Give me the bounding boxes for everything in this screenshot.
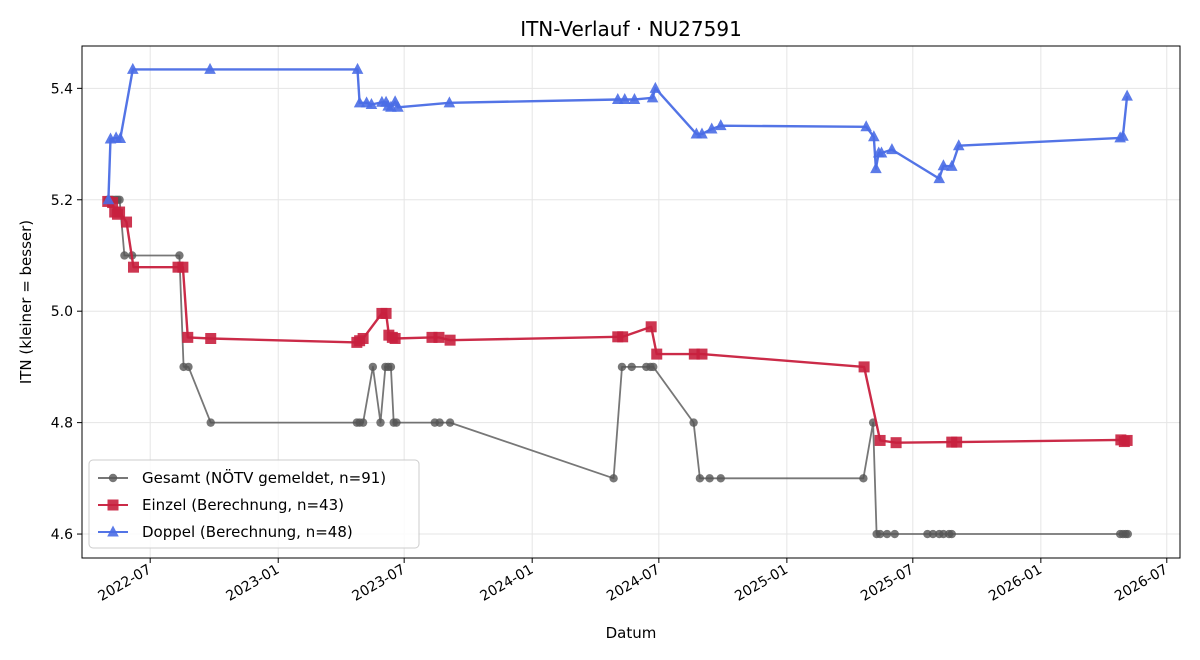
data-point-doppel — [714, 119, 727, 131]
data-point-gesamt — [627, 362, 636, 372]
y-tick-label: 4.6 — [51, 527, 73, 543]
data-point-einzel — [858, 361, 870, 373]
chart-title: ITN-Verlauf · NU27591 — [520, 17, 742, 41]
data-point-einzel — [380, 307, 392, 319]
data-point-gesamt — [368, 362, 378, 372]
grid — [82, 46, 1180, 558]
data-point-doppel — [952, 139, 965, 151]
data-point-doppel — [646, 91, 659, 103]
x-axis-label: Datum — [606, 624, 657, 642]
data-point-doppel — [443, 96, 456, 108]
data-point-einzel — [444, 334, 456, 346]
series-doppel — [102, 62, 1133, 205]
data-point-einzel — [121, 216, 133, 228]
series-layer — [102, 62, 1133, 539]
data-point-einzel — [874, 434, 886, 446]
data-point-einzel — [182, 331, 194, 343]
y-tick-label: 5.2 — [51, 193, 73, 209]
data-point-gesamt — [928, 529, 938, 539]
data-point-gesamt — [386, 362, 396, 372]
data-point-gesamt — [649, 362, 658, 372]
data-point-einzel — [177, 261, 189, 273]
legend-label-doppel: Doppel (Berechnung, n=48) — [142, 523, 353, 541]
data-point-doppel — [933, 172, 946, 184]
y-tick-label: 5.0 — [51, 304, 73, 320]
data-point-einzel — [645, 321, 657, 333]
data-point-doppel — [937, 159, 950, 171]
y-axis: 4.6 4.8 5.0 5.2 5.4 — [51, 81, 82, 543]
data-point-gesamt — [175, 251, 184, 260]
data-point-gesamt — [609, 474, 618, 483]
data-point-doppel — [945, 159, 958, 171]
data-point-einzel — [951, 436, 963, 448]
data-point-doppel — [886, 143, 898, 155]
data-point-gesamt — [882, 529, 892, 539]
data-point-gesamt — [716, 474, 725, 483]
data-point-gesamt — [1123, 529, 1133, 539]
data-point-gesamt — [875, 529, 885, 539]
data-point-einzel — [1121, 434, 1133, 446]
data-point-gesamt — [358, 418, 368, 427]
data-point-einzel — [357, 332, 369, 344]
data-point-doppel — [860, 120, 872, 132]
data-point-einzel — [205, 332, 217, 344]
plot-frame — [81, 45, 1181, 559]
legend-marker-gesamt — [108, 473, 118, 483]
data-point-gesamt — [859, 474, 868, 483]
data-point-einzel — [433, 331, 445, 343]
legend: Gesamt (NÖTV gemeldet, n=91) Einzel (Bere… — [88, 459, 420, 549]
data-point-doppel — [114, 131, 127, 143]
data-point-einzel — [389, 332, 401, 344]
data-point-gesamt — [206, 418, 215, 427]
data-point-doppel — [204, 62, 216, 74]
legend-label-gesamt: Gesamt (NÖTV gemeldet, n=91) — [142, 468, 386, 487]
data-point-doppel — [696, 127, 708, 139]
data-point-doppel — [649, 81, 662, 93]
legend-label-einzel: Einzel (Berechnung, n=43) — [142, 496, 344, 514]
data-point-gesamt — [695, 474, 705, 483]
legend-marker-einzel — [107, 499, 119, 511]
legend-box — [88, 459, 420, 549]
data-point-gesamt — [184, 362, 193, 372]
y-tick-label: 5.4 — [51, 81, 73, 97]
data-point-gesamt — [617, 362, 627, 372]
data-point-gesamt — [392, 418, 401, 427]
data-point-doppel — [1117, 129, 1129, 141]
data-point-gesamt — [445, 418, 455, 427]
data-point-gesamt — [435, 418, 444, 427]
data-point-einzel — [114, 206, 126, 218]
data-point-gesamt — [376, 418, 385, 427]
data-point-doppel — [868, 130, 880, 142]
data-point-gesamt — [705, 474, 714, 483]
data-point-doppel — [705, 122, 718, 134]
y-axis-label: ITN (kleiner = besser) — [17, 220, 35, 384]
data-point-einzel — [890, 437, 902, 449]
data-point-doppel — [1121, 89, 1133, 101]
series-einzel — [102, 195, 1133, 449]
data-point-gesamt — [947, 529, 956, 539]
data-point-einzel — [651, 348, 663, 360]
data-point-gesamt — [120, 251, 129, 260]
data-point-einzel — [426, 331, 438, 343]
legend-marker-doppel — [107, 525, 119, 537]
data-point-einzel — [127, 261, 139, 273]
data-point-doppel — [628, 92, 641, 104]
data-point-doppel — [126, 62, 139, 74]
data-point-doppel — [392, 100, 404, 112]
data-point-einzel — [617, 331, 629, 343]
data-point-doppel — [102, 193, 115, 205]
y-tick-label: 4.8 — [51, 416, 73, 432]
data-point-einzel — [688, 348, 700, 360]
data-point-gesamt — [689, 418, 698, 427]
data-point-doppel — [870, 162, 882, 174]
data-point-gesamt — [890, 529, 899, 539]
data-point-einzel — [696, 348, 708, 360]
data-point-doppel — [618, 92, 631, 104]
data-point-doppel — [365, 97, 378, 109]
data-point-doppel — [351, 62, 364, 74]
data-point-doppel — [875, 146, 888, 158]
